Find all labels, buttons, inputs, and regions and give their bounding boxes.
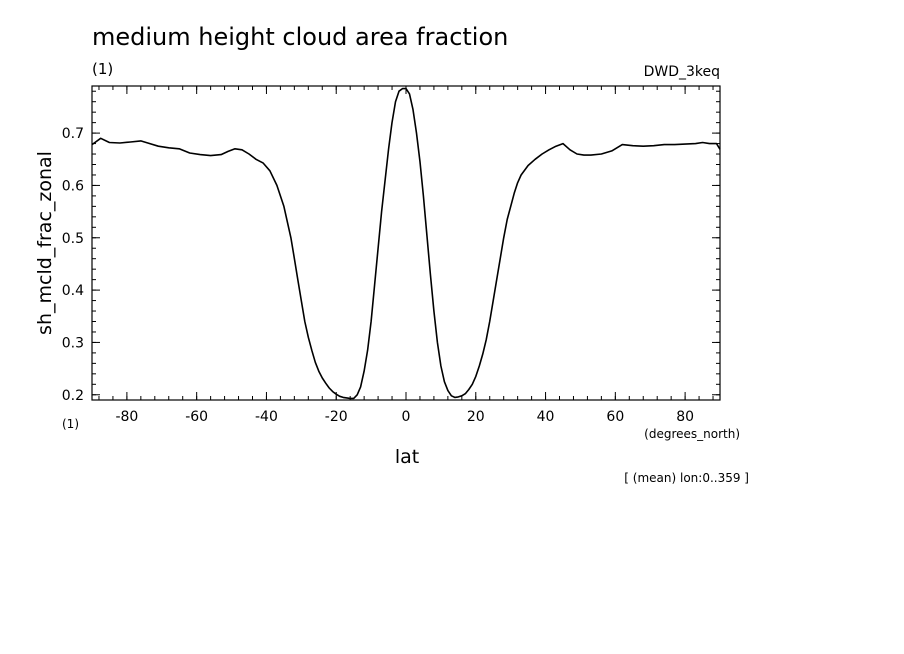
- x-minor-ticks: [98, 86, 714, 400]
- x-tick-label: 40: [537, 409, 555, 425]
- units-label: (1): [92, 60, 113, 78]
- y-axis-title: sh_mcld_frac_zonal: [34, 151, 56, 335]
- x-major-ticks: [126, 86, 686, 400]
- y-tick-label: 0.2: [62, 388, 84, 404]
- x-tick-label: 0: [402, 409, 411, 425]
- y-tick-labels: 0.2 0.3 0.4 0.5 0.6 0.7: [62, 126, 84, 404]
- x-tick-label: 60: [606, 409, 624, 425]
- y-tick-label: 0.5: [62, 231, 84, 247]
- x-tick-label: -40: [255, 409, 278, 425]
- x-tick-label: -80: [115, 409, 138, 425]
- x-tick-labels: -80 -60 -40 -20 0 20 40 60 80: [115, 409, 694, 425]
- x-axis-title: lat: [395, 446, 419, 468]
- model-label: DWD_3keq: [644, 64, 720, 80]
- footnote: [ (mean) lon:0..359 ]: [624, 471, 749, 485]
- plot-frame: [91, 85, 721, 401]
- chart-title: medium height cloud area fraction: [92, 23, 508, 51]
- x-tick-label: 20: [467, 409, 485, 425]
- x-tick-label: -60: [185, 409, 208, 425]
- y-tick-label: 0.4: [62, 283, 84, 299]
- x-tick-label: -20: [325, 409, 348, 425]
- y-units-label: (1): [62, 417, 79, 431]
- y-major-ticks: [92, 132, 720, 396]
- y-tick-label: 0.7: [62, 126, 84, 142]
- y-tick-label: 0.6: [62, 178, 84, 194]
- series-line: [91, 87, 721, 400]
- x-tick-label: 80: [676, 409, 694, 425]
- y-tick-label: 0.3: [62, 335, 84, 351]
- x-units-label: (degrees_north): [644, 427, 740, 441]
- plot-area: -80 -60 -40 -20 0 20 40 60 80 0.2 0.3 0.4 0.5 0.6 0.7: [62, 85, 721, 425]
- y-minor-ticks: [92, 90, 720, 396]
